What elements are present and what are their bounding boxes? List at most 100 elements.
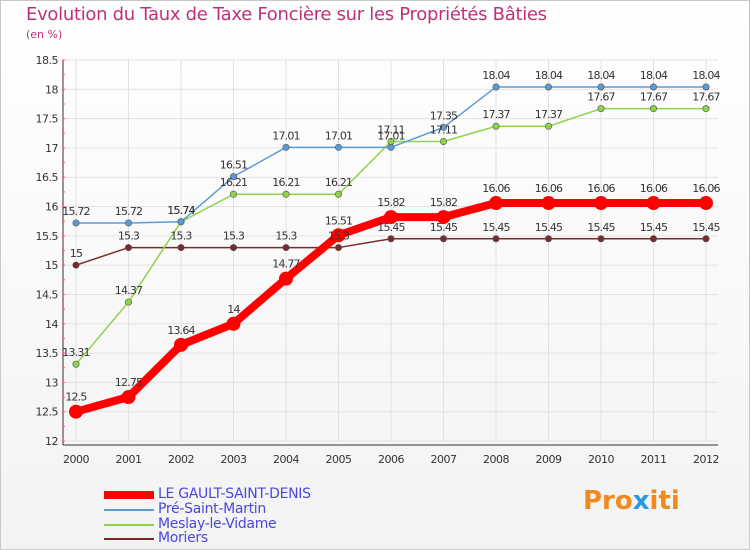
data-point bbox=[72, 219, 80, 227]
data-label: 17.37 bbox=[535, 108, 563, 121]
data-point bbox=[702, 83, 710, 91]
y-tick-label: 15.5 bbox=[36, 230, 59, 243]
data-point bbox=[646, 196, 661, 211]
y-tick-label: 13 bbox=[45, 376, 58, 389]
data-label: 15.72 bbox=[115, 205, 143, 218]
data-label: 16.06 bbox=[482, 182, 510, 195]
data-point bbox=[387, 143, 395, 151]
data-label: 15.82 bbox=[377, 196, 405, 209]
chart-title: Evolution du Taux de Taxe Foncière sur l… bbox=[26, 4, 547, 25]
data-label: 17.67 bbox=[640, 91, 668, 104]
data-label: 17.01 bbox=[325, 129, 353, 142]
data-label: 17.35 bbox=[430, 109, 458, 122]
logo-part-3: iti bbox=[649, 486, 680, 516]
data-label: 15.82 bbox=[430, 196, 458, 209]
data-point bbox=[72, 360, 80, 368]
data-point bbox=[282, 143, 290, 151]
axes: 12 12.5 13 13.5 14 14.5 15 15.5 16 16.5 17 17.5 18 18… bbox=[36, 54, 720, 466]
data-label: 15.45 bbox=[535, 221, 563, 234]
data-label: 15.3 bbox=[170, 230, 192, 243]
data-point bbox=[125, 219, 133, 227]
legend-label: Moriers bbox=[158, 530, 208, 546]
data-point bbox=[387, 235, 395, 243]
data-labels: 15 15.3 15.3 15.3 15.3 15.3 15.45 15.45 15.45 15.… bbox=[62, 69, 721, 404]
data-label: 17.37 bbox=[482, 108, 510, 121]
legend-label: Meslay-le-Vidame bbox=[158, 516, 277, 532]
legend-swatch bbox=[104, 491, 154, 499]
data-point bbox=[594, 196, 608, 211]
y-tick-label: 18 bbox=[45, 83, 58, 96]
data-point bbox=[492, 235, 500, 243]
data-point bbox=[702, 235, 710, 243]
data-point bbox=[69, 404, 83, 419]
data-label: 15.45 bbox=[587, 221, 615, 234]
logo-part-1: Pro bbox=[583, 486, 633, 516]
x-tick-label: 2008 bbox=[483, 453, 509, 466]
data-label: 14.37 bbox=[115, 284, 143, 297]
data-label: 16.21 bbox=[220, 176, 248, 189]
x-tick-label: 2006 bbox=[378, 453, 404, 466]
y-tick-label: 12.5 bbox=[36, 406, 59, 419]
legend-label: LE GAULT-SAINT-DENIS bbox=[158, 486, 311, 502]
data-label: 16.21 bbox=[325, 176, 353, 189]
y-tick-label: 13.5 bbox=[36, 347, 59, 360]
y-tick-label: 16 bbox=[45, 201, 58, 214]
data-point bbox=[436, 210, 451, 225]
data-label: 17.01 bbox=[272, 129, 300, 142]
data-label: 15.45 bbox=[377, 221, 405, 234]
data-label: 15.3 bbox=[275, 230, 297, 243]
data-label: 18.04 bbox=[535, 69, 563, 82]
data-point bbox=[72, 261, 80, 269]
data-label: 15.3 bbox=[328, 230, 350, 243]
data-label: 15.74 bbox=[167, 204, 195, 217]
data-label: 17.67 bbox=[692, 91, 720, 104]
data-label: 15 bbox=[70, 247, 83, 260]
data-point bbox=[649, 235, 657, 243]
x-tick-label: 2005 bbox=[326, 453, 352, 466]
data-point bbox=[282, 190, 290, 198]
y-tick-label: 14 bbox=[45, 318, 58, 331]
data-label: 13.31 bbox=[62, 346, 90, 359]
legend-label: Pré-Saint-Martin bbox=[158, 501, 266, 517]
data-label: 16.21 bbox=[272, 176, 300, 189]
data-point bbox=[649, 83, 657, 91]
data-point bbox=[597, 235, 605, 243]
x-tick-label: 2000 bbox=[63, 453, 89, 466]
legend-swatch bbox=[104, 509, 154, 511]
data-point bbox=[544, 235, 552, 243]
data-point bbox=[541, 196, 556, 211]
data-label: 17.11 bbox=[377, 123, 405, 136]
x-tick-label: 2002 bbox=[168, 453, 194, 466]
data-point bbox=[544, 83, 552, 91]
data-point bbox=[174, 337, 188, 352]
data-label: 15.3 bbox=[223, 230, 245, 243]
logo-part-2: x bbox=[632, 486, 650, 516]
data-point bbox=[492, 122, 500, 130]
y-tick-label: 14.5 bbox=[36, 288, 59, 301]
data-point bbox=[439, 137, 447, 145]
x-tick-label: 2007 bbox=[431, 453, 457, 466]
x-tick-label: 2001 bbox=[116, 453, 142, 466]
data-point bbox=[384, 210, 398, 225]
data-label: 16.51 bbox=[220, 159, 248, 172]
data-label: 18.04 bbox=[587, 69, 615, 82]
y-tick-label: 18.5 bbox=[36, 54, 59, 67]
chart-unit-label: (en %) bbox=[26, 28, 63, 41]
data-point bbox=[230, 244, 238, 252]
data-label: 14.77 bbox=[272, 258, 300, 271]
x-tick-label: 2004 bbox=[273, 453, 299, 466]
data-point bbox=[125, 244, 133, 252]
proxiti-logo: Proxiti bbox=[583, 486, 680, 516]
data-point bbox=[230, 173, 238, 181]
data-point bbox=[439, 123, 447, 131]
y-tick-label: 17 bbox=[45, 142, 58, 155]
data-label: 15.45 bbox=[692, 221, 720, 234]
series-lines bbox=[69, 83, 713, 419]
x-tick-label: 2003 bbox=[221, 453, 247, 466]
data-point bbox=[699, 196, 713, 211]
data-label: 18.04 bbox=[692, 69, 720, 82]
legend-swatch bbox=[104, 538, 154, 540]
data-label: 18.04 bbox=[482, 69, 510, 82]
